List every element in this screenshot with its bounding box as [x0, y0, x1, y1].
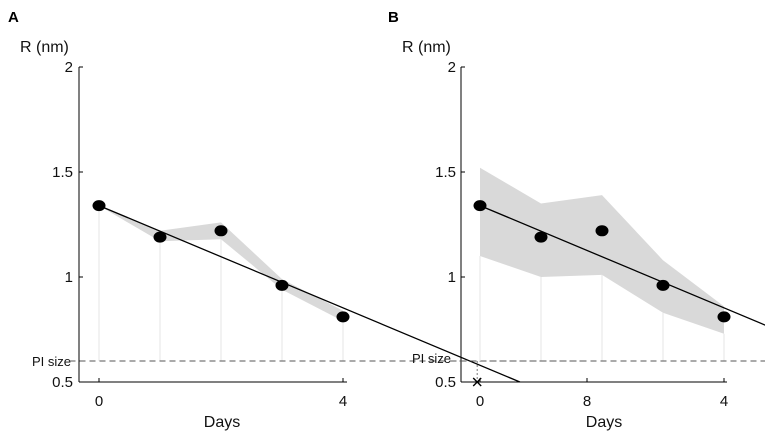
panel-b-data-point — [717, 311, 731, 323]
panel-a-data-point — [92, 200, 106, 212]
panel-a-y-tick-label: 0.5 — [52, 374, 73, 391]
panel-a-letter: A — [8, 9, 19, 26]
panel-a-ylabel: R (nm) — [20, 39, 69, 56]
panel-b-letter: B — [388, 9, 399, 26]
panel-a-fit-line — [98, 205, 521, 383]
panel-b-y-tick-label: 0.5 — [435, 374, 456, 391]
panel-b-xlabel: Days — [586, 414, 622, 431]
panel-a-y-tick-label: 2 — [65, 59, 73, 76]
panel-a-y-tick-label: 1 — [65, 269, 73, 286]
panel-b-x-tick-label: 0 — [476, 393, 484, 410]
panel-a-data-point — [153, 231, 167, 243]
panel-a-x-tick-label: 0 — [95, 393, 103, 410]
panel-b-y-tick-label: 1 — [448, 269, 456, 286]
panel-a-x-tick-label: 8 — [583, 393, 591, 410]
panel-b-fit-line — [479, 205, 765, 326]
panel-a-data-point — [336, 311, 350, 323]
panel-a-x-tick-label: 4 — [339, 393, 347, 410]
panel-a-reference-label: PI size — [32, 354, 71, 369]
panel-b-data-point — [473, 200, 487, 212]
panel-b-data-point — [656, 279, 670, 291]
panel-b-x-tick-label: 4 — [720, 393, 728, 410]
panel-b-data-point — [534, 231, 548, 243]
panel-b-y-tick-label: 1.5 — [435, 164, 456, 181]
panel-b-data-point — [595, 225, 609, 237]
panel-a-y-tick-label: 1.5 — [52, 164, 73, 181]
panel-a-data-point — [214, 225, 228, 237]
panel-a-data-point — [275, 279, 289, 291]
panel-b-reference-label: PI size — [412, 351, 451, 366]
panel-a-xlabel: Days — [204, 414, 240, 431]
panel-b: B R (nm) Days PI size 0.5 1 1.5 2 0 4 8 — [388, 9, 765, 431]
panel-b-y-tick-label: 2 — [448, 59, 456, 76]
panel-b-ylabel: R (nm) — [402, 39, 451, 56]
panel-b-band — [480, 167, 724, 334]
